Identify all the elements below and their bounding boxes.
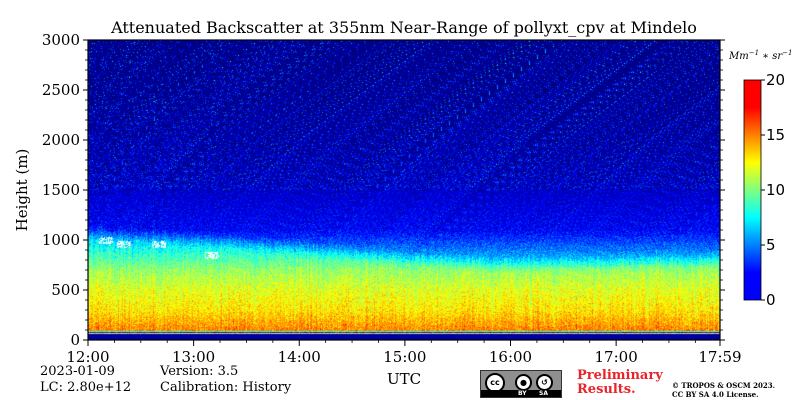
preliminary-notice: Preliminary Results. — [577, 369, 663, 397]
sa-label: SA — [539, 390, 548, 397]
calibration-label: Calibration: History — [160, 380, 292, 395]
colorbar — [743, 79, 762, 301]
x-tick-label: 16:00 — [489, 348, 532, 366]
copyright-line-1: © TROPOS & OSCM 2023. — [672, 381, 776, 390]
x-tick-label: 13:00 — [172, 348, 215, 366]
cc-label-bar: BY SA — [481, 390, 561, 397]
y-tick-label: 500 — [51, 281, 80, 299]
sa-icon: ↺ — [536, 374, 553, 391]
chart-title: Attenuated Backscatter at 355nm Near-Ran… — [110, 18, 697, 37]
y-tick-label: 2000 — [42, 131, 80, 149]
x-tick-label: 12:00 — [66, 348, 109, 366]
by-icon: ● — [515, 374, 532, 391]
colorbar-tick-label: 0 — [766, 291, 776, 309]
x-tick-label: 17:00 — [595, 348, 638, 366]
y-tick-label: 1500 — [42, 181, 80, 199]
colorbar-tick-label: 5 — [766, 236, 776, 254]
colorbar-tick-label: 20 — [766, 71, 785, 89]
date-label: 2023-01-09 — [40, 364, 115, 379]
colorbar-tick-label: 15 — [766, 126, 785, 144]
cc-license-badge: cc ● ↺ BY SA — [480, 370, 562, 398]
x-tick-label: 17:59 — [698, 348, 741, 366]
colorbar-unit: Mm−1 ∗ sr−1 — [728, 49, 792, 62]
copyright-notice: © TROPOS & OSCM 2023. CC BY SA 4.0 Licen… — [672, 381, 775, 399]
lidar-constant-label: LC: 2.80e+12 — [40, 380, 132, 395]
colorbar-axis: 0 5 10 15 20 — [761, 71, 785, 309]
y-tick-label: 1000 — [42, 231, 80, 249]
x-axis: 12:00 13:00 14:00 15:00 16:00 17:00 17:59 — [66, 340, 742, 366]
version-label: Version: 3.5 — [160, 364, 239, 379]
y-tick-label: 3000 — [42, 31, 80, 49]
preliminary-line-2: Results. — [577, 382, 636, 397]
y-axis: 0 500 1000 1500 2000 2500 3000 — [42, 31, 725, 349]
y-tick-label: 2500 — [42, 81, 80, 99]
x-tick-label: 14:00 — [278, 348, 321, 366]
x-tick-label: 15:00 — [383, 348, 426, 366]
y-axis-label: Height (m) — [13, 149, 31, 232]
by-label: BY — [518, 390, 527, 397]
y-tick-label: 0 — [70, 331, 80, 349]
preliminary-line-1: Preliminary — [577, 368, 663, 383]
x-axis-label: UTC — [387, 370, 421, 388]
heatmap-area — [88, 40, 720, 340]
copyright-line-2: CC BY SA 4.0 License. — [672, 390, 759, 399]
heatmap-canvas — [88, 40, 720, 340]
colorbar-tick-label: 10 — [766, 181, 785, 199]
